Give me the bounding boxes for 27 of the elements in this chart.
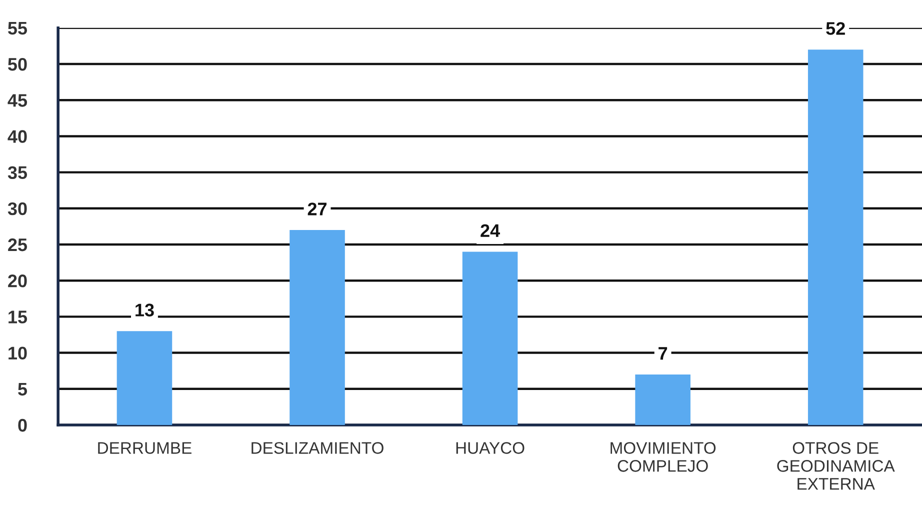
x-tick-label: DESLIZAMIENTO (252, 442, 384, 454)
bar (290, 230, 345, 425)
y-tick-label: 10 (8, 346, 27, 360)
bar (116, 331, 172, 425)
y-tick-label: 0 (18, 418, 27, 432)
x-tick-label: OTROS DE GEODINAMICA EXTERNA (777, 442, 895, 490)
y-tick-label: 25 (8, 238, 28, 252)
y-tick-label: 55 (8, 22, 28, 35)
y-tick-label: 40 (8, 130, 27, 143)
y-tick-label: 5 (18, 383, 28, 396)
data-label: 13 (136, 304, 154, 316)
bar (462, 252, 518, 425)
y-tick-label: 30 (8, 202, 27, 216)
y-tick-label: 15 (8, 310, 28, 324)
y-tick-label: 45 (8, 94, 28, 107)
y-tick-label: 20 (8, 274, 27, 288)
x-tick-label: DERRUMBE (98, 442, 192, 454)
data-label: 24 (480, 224, 500, 237)
y-tick-label: 50 (8, 58, 27, 71)
data-label: 27 (308, 202, 327, 216)
data-label: 52 (826, 22, 845, 35)
data-label: 7 (658, 347, 668, 360)
bar (808, 50, 864, 425)
x-tick-label: HUAYCO (456, 442, 524, 454)
y-tick-label: 35 (8, 166, 28, 180)
bar (635, 374, 690, 425)
x-tick-label: MOVIMIENTO COMPLEJO (610, 442, 716, 472)
